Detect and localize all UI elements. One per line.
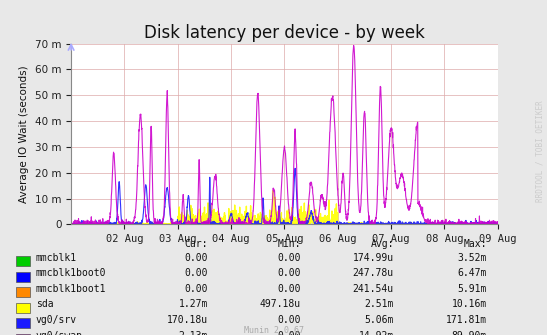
- Text: 2.51m: 2.51m: [364, 299, 394, 309]
- Text: 10.16m: 10.16m: [452, 299, 487, 309]
- FancyBboxPatch shape: [16, 303, 30, 313]
- Text: 2.13m: 2.13m: [178, 331, 208, 335]
- Text: 497.18u: 497.18u: [260, 299, 301, 309]
- Text: 0.00: 0.00: [277, 315, 301, 325]
- Text: Munin 2.0.67: Munin 2.0.67: [243, 326, 304, 335]
- Text: 0.00: 0.00: [277, 268, 301, 278]
- Text: 241.54u: 241.54u: [353, 284, 394, 294]
- Text: 3.52m: 3.52m: [457, 253, 487, 263]
- FancyBboxPatch shape: [16, 334, 30, 335]
- Text: 0.00: 0.00: [184, 253, 208, 263]
- Text: 170.18u: 170.18u: [167, 315, 208, 325]
- Text: 5.91m: 5.91m: [457, 284, 487, 294]
- Text: Cur:: Cur:: [184, 239, 208, 249]
- Text: mmcblk1boot1: mmcblk1boot1: [36, 284, 106, 294]
- FancyBboxPatch shape: [16, 287, 30, 297]
- Text: 0.00: 0.00: [184, 268, 208, 278]
- Text: mmcblk1boot0: mmcblk1boot0: [36, 268, 106, 278]
- Text: 247.78u: 247.78u: [353, 268, 394, 278]
- Text: 14.92m: 14.92m: [359, 331, 394, 335]
- Text: Max:: Max:: [463, 239, 487, 249]
- Text: 171.81m: 171.81m: [446, 315, 487, 325]
- Text: 0.00: 0.00: [277, 284, 301, 294]
- FancyBboxPatch shape: [16, 256, 30, 266]
- Text: 89.90m: 89.90m: [452, 331, 487, 335]
- Text: 174.99u: 174.99u: [353, 253, 394, 263]
- Text: 0.00: 0.00: [277, 253, 301, 263]
- FancyBboxPatch shape: [16, 318, 30, 328]
- Text: 0.00: 0.00: [184, 284, 208, 294]
- Text: 5.06m: 5.06m: [364, 315, 394, 325]
- Y-axis label: Average IO Wait (seconds): Average IO Wait (seconds): [19, 65, 30, 203]
- FancyBboxPatch shape: [16, 272, 30, 282]
- Title: Disk latency per device - by week: Disk latency per device - by week: [144, 24, 425, 42]
- Text: Avg:: Avg:: [370, 239, 394, 249]
- Text: vg0/srv: vg0/srv: [36, 315, 77, 325]
- Text: 0.00: 0.00: [277, 331, 301, 335]
- Text: mmcblk1: mmcblk1: [36, 253, 77, 263]
- Text: vg0/swap: vg0/swap: [36, 331, 83, 335]
- Text: 6.47m: 6.47m: [457, 268, 487, 278]
- Text: sda: sda: [36, 299, 53, 309]
- Text: 1.27m: 1.27m: [178, 299, 208, 309]
- Text: Min:: Min:: [277, 239, 301, 249]
- Text: RRDTOOL / TOBI OETIKER: RRDTOOL / TOBI OETIKER: [536, 100, 544, 202]
